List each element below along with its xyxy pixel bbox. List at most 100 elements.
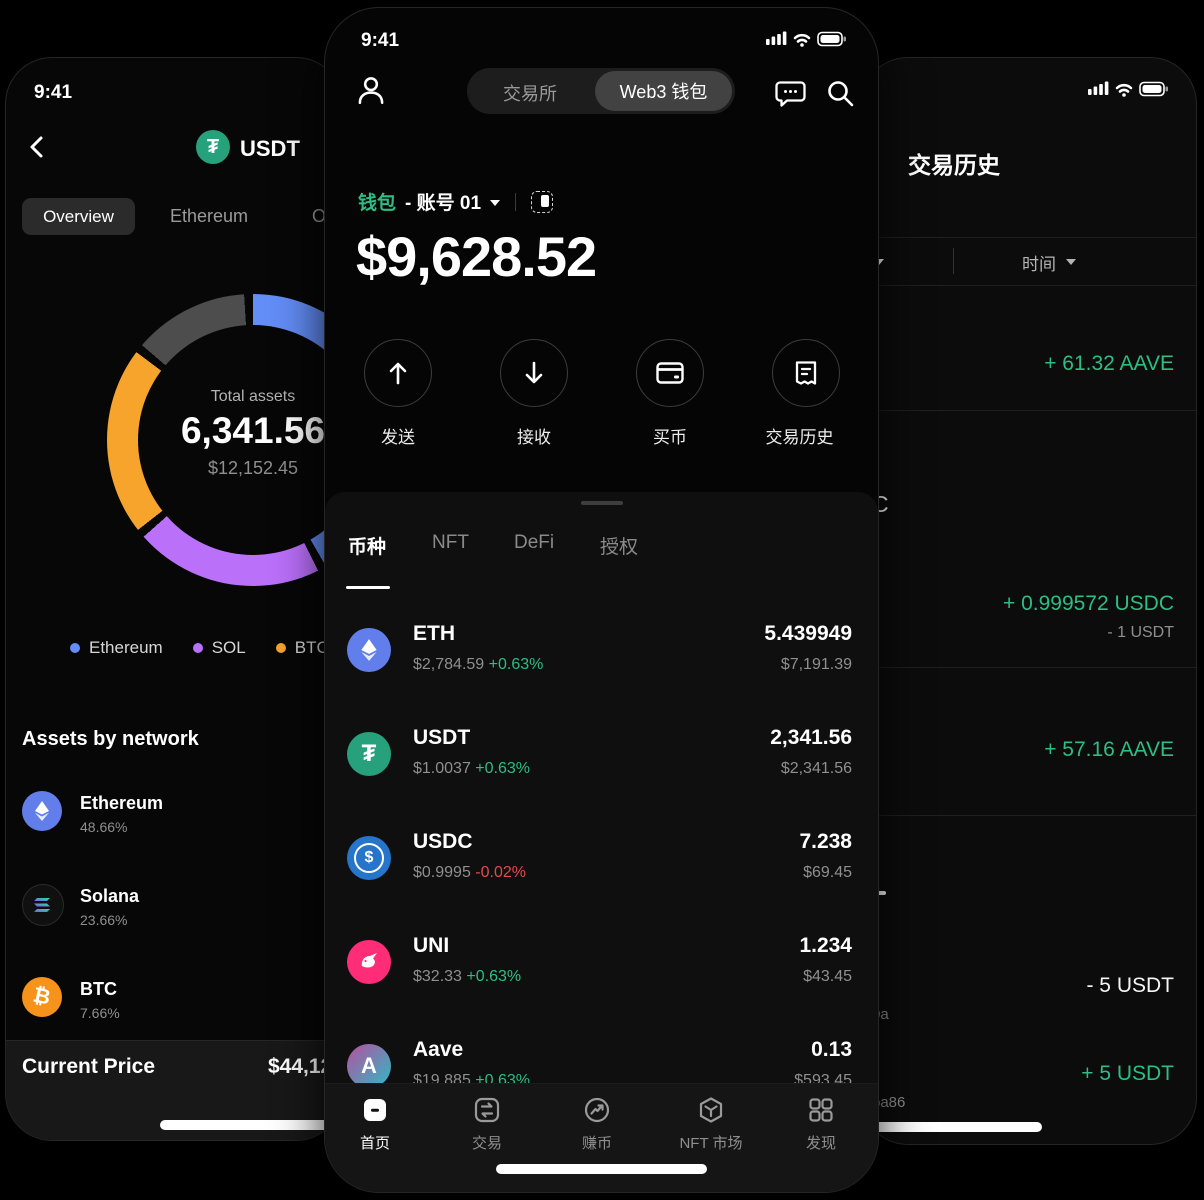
uni-icon: [347, 940, 391, 984]
network-row-solana[interactable]: Solana 23.66%: [22, 884, 322, 940]
current-price-value: $44,12: [268, 1055, 333, 1078]
ethereum-icon: [22, 791, 62, 831]
tx-amount[interactable]: + 61.32 AAVE: [1044, 352, 1174, 375]
search-icon[interactable]: [825, 78, 856, 109]
token-row-usdt[interactable]: ₮ USDT $1.0037 +0.63% 2,341.56 $2,341.56: [325, 708, 878, 812]
divider: [515, 192, 517, 211]
earn-icon: [584, 1097, 610, 1123]
tab-partial[interactable]: O: [312, 206, 327, 226]
chart-legend: Ethereum SOL BTC: [70, 638, 342, 658]
donut-subvalue: $12,152.45: [207, 458, 299, 478]
row-divider: [862, 815, 1196, 816]
nav-nft-market[interactable]: NFT 市场: [666, 1096, 756, 1153]
status-icons: [766, 31, 846, 47]
tx-amount[interactable]: + 57.16 AAVE: [1044, 738, 1174, 761]
filter-partial-chevron-icon[interactable]: [874, 259, 884, 265]
card-icon: [636, 339, 704, 407]
page-title: USDT: [240, 136, 300, 161]
right-phone: 交易历史 时间 + 61.32 AAVE C + 0.999572 USDC -…: [862, 58, 1196, 1144]
tab-defi[interactable]: DeFi: [514, 532, 555, 553]
nav-trade[interactable]: 交易: [442, 1096, 532, 1153]
wallet-selector[interactable]: 钱包 - 账号 01: [358, 188, 554, 215]
asset-donut-chart: [107, 294, 342, 586]
token-price-line: $1.0037 +0.63%: [413, 760, 531, 777]
donut-title: Total assets: [210, 388, 296, 405]
status-time: 9:41: [361, 30, 400, 51]
chevron-down-icon: [1066, 259, 1076, 265]
back-icon[interactable]: [26, 134, 48, 160]
bottom-nav: 首页 交易 赚币 NFT 市场: [325, 1083, 878, 1192]
arrow-up-icon: [364, 339, 432, 407]
home-icon: [364, 1099, 386, 1121]
discover-icon: [809, 1098, 833, 1122]
tx-amount[interactable]: + 0.999572 USDC: [1002, 592, 1174, 615]
action-send[interactable]: 发送: [364, 339, 432, 448]
tab-underline: [346, 586, 390, 589]
filter-time-dropdown[interactable]: 时间: [1022, 255, 1056, 274]
nav-discover[interactable]: 发现: [776, 1096, 866, 1153]
mode-switcher: 交易所 Web3 钱包: [467, 68, 735, 114]
wallet-label: 钱包: [358, 193, 397, 214]
nft-icon: [699, 1097, 723, 1123]
token-row-usdc[interactable]: $ USDC $0.9995 -0.02% 7.238 $69.45: [325, 812, 878, 916]
usdc-icon: $: [347, 836, 391, 880]
home-indicator: [160, 1120, 342, 1130]
document-icon: [772, 339, 840, 407]
chevron-down-icon: [490, 199, 501, 206]
network-row-btc[interactable]: ₿ BTC 7.66%: [22, 977, 322, 1033]
section-title: Assets by network: [22, 728, 199, 750]
nav-earn[interactable]: 赚币: [552, 1096, 642, 1153]
legend-dot-purple: [192, 643, 203, 653]
chat-icon[interactable]: [775, 78, 806, 109]
action-history[interactable]: 交易历史: [766, 339, 840, 448]
token-price-line: $2,784.59 +0.63%: [413, 656, 544, 673]
tab-web3-wallet[interactable]: Web3 钱包: [595, 71, 732, 111]
home-indicator: [862, 1122, 1042, 1132]
tab-approvals[interactable]: 授权: [600, 537, 639, 558]
center-phone: 9:41 交易所 Web3 钱包 钱包 - 账号 01 $9,628.52: [325, 8, 878, 1192]
profile-icon[interactable]: [353, 72, 389, 108]
assets-sheet: 币种 NFT DeFi 授权 ETH $2,784.59 +0.63% 5.43…: [325, 492, 878, 1192]
tab-ethereum[interactable]: Ethereum: [170, 206, 249, 226]
legend-item-ethereum: Ethereum: [70, 638, 163, 658]
aave-icon: A: [347, 1044, 391, 1088]
arrow-down-icon: [500, 339, 568, 407]
page-title: 交易历史: [908, 152, 1000, 178]
tab-overview[interactable]: Overview: [22, 198, 135, 235]
action-receive[interactable]: 接收: [500, 339, 568, 448]
switch-account-icon[interactable]: [531, 190, 554, 213]
tx-amount[interactable]: + 5 USDT: [1081, 1062, 1174, 1085]
btc-icon: ₿: [22, 977, 62, 1017]
row-divider: [862, 410, 1196, 411]
network-row-ethereum[interactable]: Ethereum 48.66%: [22, 791, 322, 847]
tx-sub: - 1 USDT: [1107, 624, 1174, 641]
legend-item-btc: BTC: [275, 638, 329, 658]
tether-icon: ₮: [196, 130, 230, 164]
token-price-line: $0.9995 -0.02%: [413, 864, 526, 881]
home-indicator[interactable]: [496, 1164, 707, 1174]
token-price-line: $32.33 +0.63%: [413, 968, 522, 985]
drag-handle[interactable]: [581, 501, 623, 505]
token-row-eth[interactable]: ETH $2,784.59 +0.63% 5.439949 $7,191.39: [325, 604, 878, 708]
donut-value: 6,341.56: [180, 410, 326, 451]
action-buy[interactable]: 买币: [636, 339, 704, 448]
legend-item-sol: SOL: [192, 638, 246, 658]
trade-icon: [474, 1097, 500, 1123]
status-icons: [1088, 81, 1168, 97]
token-row-uni[interactable]: UNI $32.33 +0.63% 1.234 $43.45: [325, 916, 878, 1020]
tab-exchange[interactable]: 交易所: [503, 84, 557, 104]
partial-fragment: [872, 891, 886, 895]
row-divider: [862, 667, 1196, 668]
tab-coins[interactable]: 币种: [348, 537, 387, 558]
status-time: 9:41: [34, 82, 73, 103]
legend-dot-orange: [275, 643, 286, 653]
tab-nft[interactable]: NFT: [432, 532, 469, 553]
eth-icon: [347, 628, 391, 672]
tx-amount[interactable]: - 5 USDT: [1086, 974, 1174, 997]
tx-address-fragment: ba86: [872, 1094, 906, 1111]
total-balance: $9,628.52: [356, 225, 597, 288]
solana-icon: [22, 884, 64, 926]
nav-home[interactable]: 首页: [330, 1096, 420, 1153]
account-name: - 账号 01: [405, 193, 482, 214]
usdt-icon: ₮: [347, 732, 391, 776]
